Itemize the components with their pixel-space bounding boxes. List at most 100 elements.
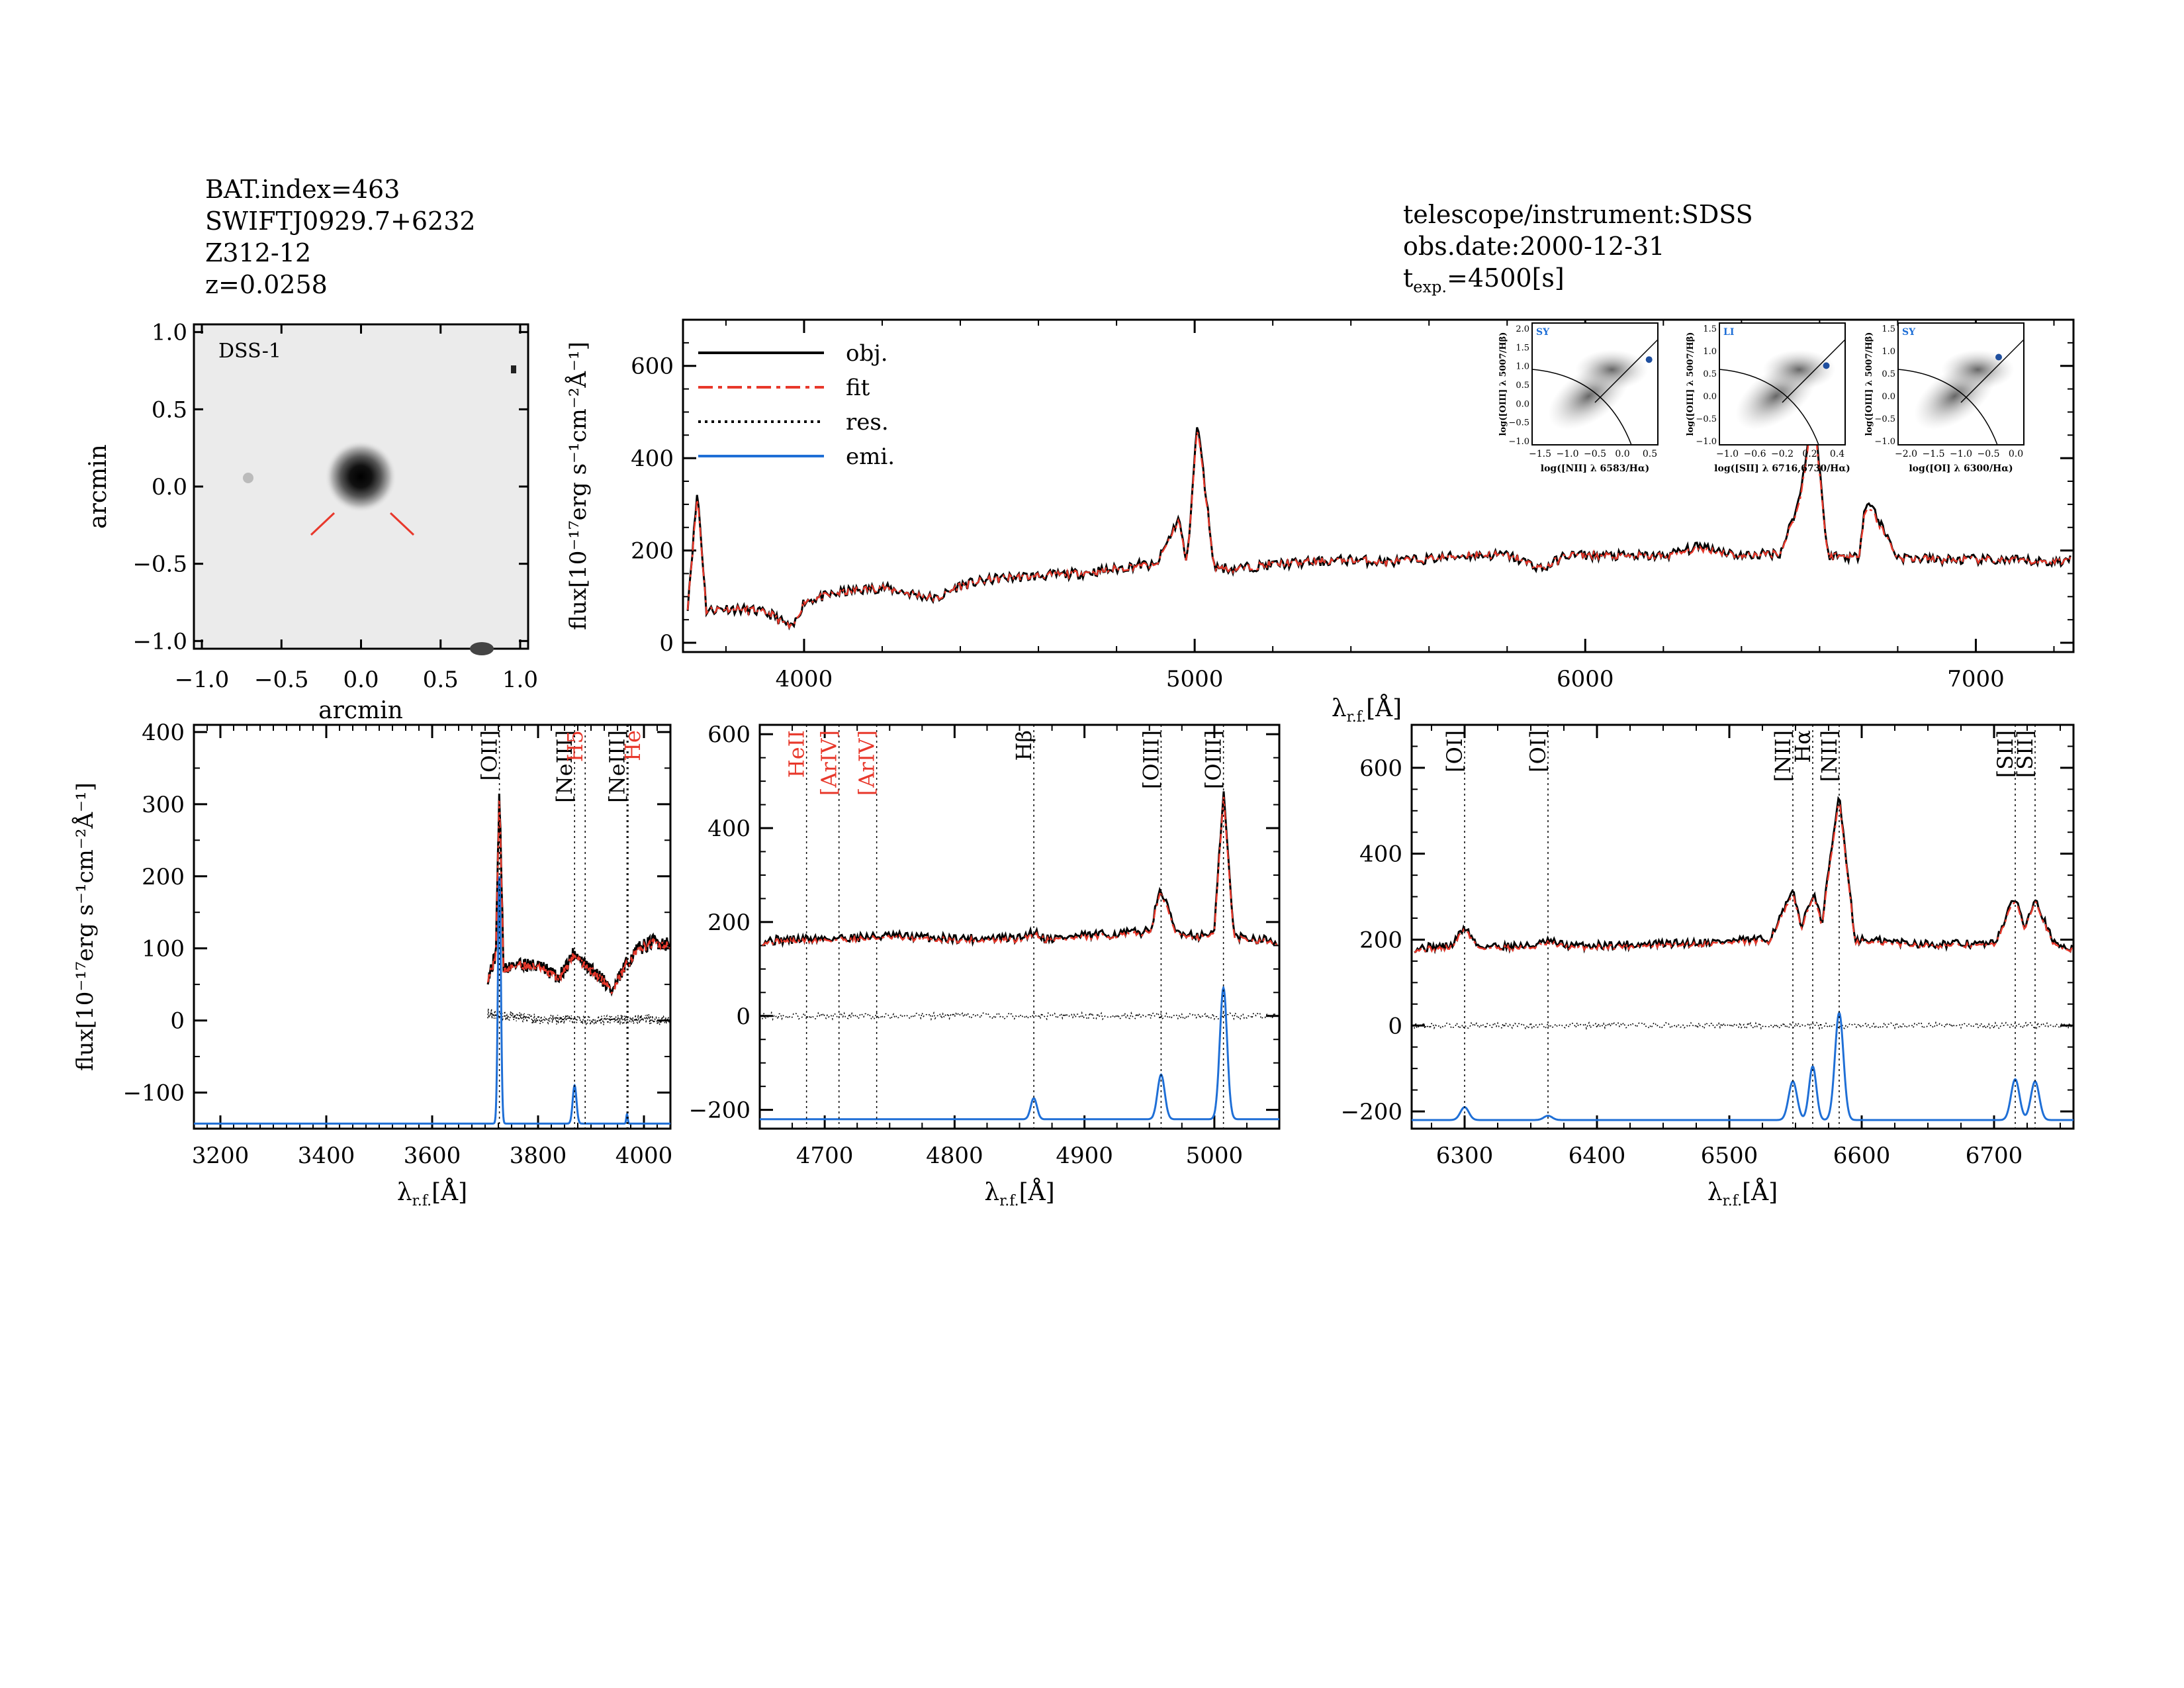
ytick-label: 600 (1359, 755, 1402, 782)
bpt-ytick-label: 1.0 (1516, 362, 1529, 372)
line-label: [SII] (1993, 730, 2018, 778)
bpt-ytick-label: 0.5 (1516, 381, 1529, 391)
xtick-label: 6700 (1966, 1143, 2023, 1169)
xtick-label: 3200 (192, 1143, 250, 1169)
ytick-label: 200 (707, 910, 751, 936)
bpt-ytick-label: 1.5 (1516, 343, 1529, 353)
bpt-demarcation-line (1594, 339, 1659, 403)
bpt-xtick-label: −2.0 (1895, 449, 1917, 459)
legend: obj. fit res. emi. (698, 340, 895, 470)
bpt-ytick-label: 0.5 (1703, 369, 1717, 379)
observation-date: obs.date:2000-12-31 (1403, 232, 1665, 261)
image-xtick-label: −1.0 (175, 667, 230, 693)
bpt-ytick-label: −1.0 (1508, 437, 1529, 447)
ytick-label: 0 (659, 630, 674, 657)
line-label: H5 (563, 730, 588, 762)
xtick-label: 4700 (796, 1143, 854, 1169)
ytick-label: 200 (1359, 927, 1402, 953)
image-xlabel: arcmin (318, 697, 403, 724)
xtick-label: 6500 (1701, 1143, 1758, 1169)
xlabel: λr.f.[Å] (397, 1178, 467, 1209)
xtick-label: 4000 (776, 666, 833, 692)
bpt-demarcation-line (1960, 339, 2025, 403)
zoom-panel-halpha: 6300 6400 6500 6600 6700 −200 0 200 400 600 [OI] [O… (1341, 724, 2075, 1209)
bpt-ytick-label: 1.0 (1882, 347, 1895, 357)
xtick-label: 6600 (1833, 1143, 1891, 1169)
line-label: [NeIII] (552, 730, 577, 803)
header-left: BAT.index=463 SWIFTJ0929.7+6232 Z312-12 … (205, 173, 476, 301)
bpt-xtick-label: 0.2 (1802, 449, 1817, 459)
bpt-demarcation-curve (1897, 369, 1998, 445)
legend-label: obj. (846, 340, 888, 367)
bpt-ytick-label: 0.0 (1703, 392, 1717, 402)
bpt-panel: LI −1.0 −0.6 −0.2 0.2 0.4 −1.0 −0.5 0.0 0.5 1.0 1.5… (1686, 322, 1850, 474)
redshift: z=0.0258 (205, 270, 328, 299)
bpt-xtick-label: 0.5 (1643, 449, 1657, 459)
line-label: [SII] (2013, 730, 2038, 778)
bpt-ylabel: log([OIII] λ 5007/Hβ) (1686, 332, 1696, 436)
dss-image-panel: DSS-1 −1.0 −1.0 −0.5 −0.5 0.0 0.0 0.5 0.5 1.0 1.0… (85, 320, 538, 724)
bpt-ytick-label: 1.5 (1882, 324, 1895, 334)
line-label: [ArIV] (817, 730, 842, 796)
image-ytick-label: 0.5 (152, 397, 187, 423)
bpt-ytick-label: −1.0 (1696, 437, 1717, 447)
ytick-label: −200 (689, 1098, 751, 1124)
bpt-ytick-label: 0.0 (1882, 392, 1895, 402)
ytick-label: 400 (707, 816, 751, 842)
bpt-object-point (1995, 353, 2002, 361)
xtick-label: 3400 (298, 1143, 355, 1169)
bpt-xtick-label: 0.4 (1830, 449, 1844, 459)
dss-label: DSS-1 (218, 340, 281, 363)
line-label: [OI] (1525, 730, 1551, 773)
fit-spectrum-line (1414, 801, 2073, 953)
xtick-label: 7000 (1947, 666, 2005, 692)
image-xtick-label: −0.5 (254, 667, 309, 693)
line-label: [NII] (1817, 730, 1842, 782)
bpt-ylabel: log([OIII] λ 5007/Hβ) (1498, 332, 1508, 436)
xtick-label: 4000 (615, 1143, 673, 1169)
bpt-xtick-label: −1.5 (1529, 449, 1551, 459)
residual-line (487, 1008, 670, 1026)
ytick-label: 100 (142, 936, 185, 962)
xtick-label: 6300 (1436, 1143, 1494, 1169)
bpt-xlabel: log([SII] λ 6716,6730/Hα) (1714, 463, 1850, 474)
xtick-label: 6400 (1569, 1143, 1626, 1169)
bpt-demarcation-curve (1719, 369, 1819, 445)
bpt-xtick-label: −0.5 (1584, 449, 1606, 459)
line-label: He (620, 730, 645, 761)
image-ylabel: arcmin (85, 444, 112, 529)
bpt-object-point (1823, 362, 1830, 369)
xlabel: λr.f.[Å] (984, 1178, 1054, 1209)
bpt-xtick-label: −1.0 (1557, 449, 1579, 459)
line-label: [OII] (477, 730, 502, 780)
star-blob (243, 473, 253, 483)
ytick-label: 400 (142, 720, 185, 746)
image-xtick-label: 0.0 (343, 667, 379, 693)
obj-spectrum-line (686, 399, 2071, 631)
xtick-label: 4900 (1056, 1143, 1113, 1169)
bpt-density (1941, 350, 2015, 390)
xtick-label: 5000 (1166, 666, 1224, 692)
ytick-label: 0 (736, 1004, 751, 1030)
image-xtick-label: 0.5 (423, 667, 459, 693)
marker-right (389, 512, 415, 536)
bpt-class-label: SY (1536, 327, 1550, 338)
legend-label: fit (846, 375, 870, 401)
bpt-xtick-label: −1.0 (1950, 449, 1972, 459)
ytick-label: 400 (631, 445, 674, 472)
bpt-panel: SY−1.5 −1.0 −0.5 0.0 0.5−1.0−0.50.00.51.01.5… (1498, 322, 1659, 474)
residual-line (762, 1011, 1279, 1021)
obj-spectrum-line (762, 791, 1278, 949)
emission-line (194, 876, 670, 1125)
bpt-ytick-label: 0.5 (1882, 369, 1895, 379)
bright-star (511, 365, 516, 373)
legend-label: res. (846, 409, 889, 436)
residual-line (1414, 1020, 2073, 1031)
fit-spectrum-line (762, 796, 1278, 947)
zoom-panel-hbeta: 4700 4800 4900 5000 −200 0 200 400 600 HeII [ArIV]… (689, 722, 1281, 1209)
main-spectrum-panel: 4000 5000 6000 7000 0 200 400 600 flux[10⁻¹⁷erg … (565, 318, 2075, 726)
zoom-panel-oii: 3200 3400 3600 3800 4000 −100 0 100 200 300 400 [OI… (71, 720, 672, 1209)
header-right: telescope/instrument:SDSS obs.date:2000-… (1403, 199, 1753, 303)
line-label: [NeIII] (604, 730, 629, 803)
